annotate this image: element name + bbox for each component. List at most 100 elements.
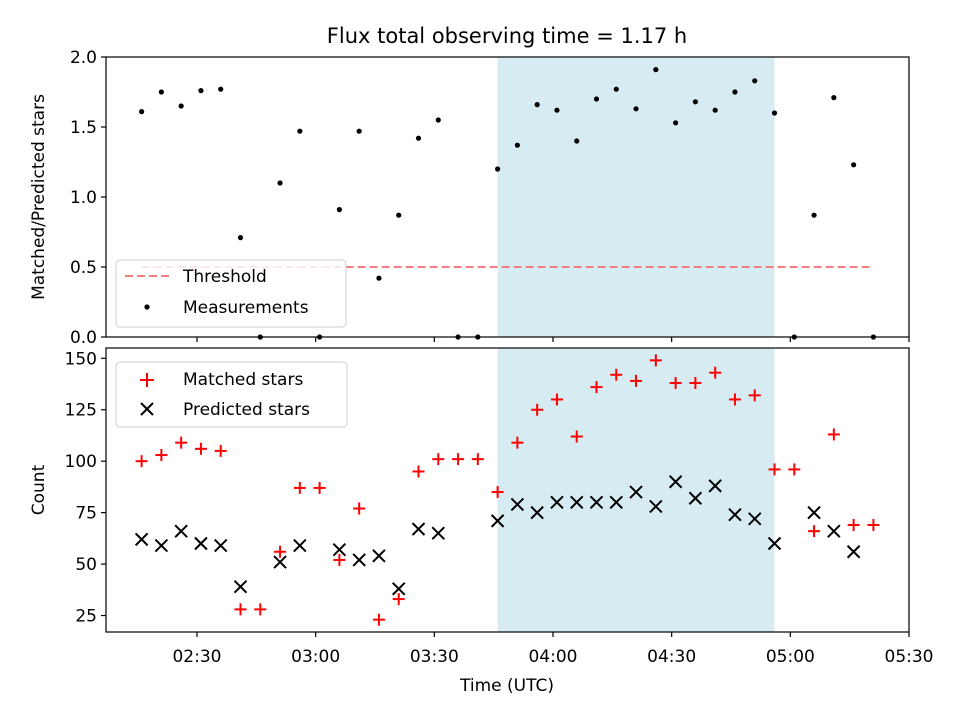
matched-point <box>274 545 287 558</box>
matched-point <box>768 463 781 476</box>
count-y-ticks: 25 50 75 100 125 150 <box>65 349 106 627</box>
y-tick-label: 1.5 <box>70 118 97 138</box>
shaded-interval-bottom <box>497 348 775 632</box>
measurement-point <box>534 102 540 108</box>
predicted-point <box>748 512 762 526</box>
matched-point <box>234 603 247 616</box>
legend-matched-swatch <box>140 373 154 387</box>
matched-point <box>550 393 563 406</box>
matched-point <box>748 389 761 402</box>
predicted-point <box>154 538 169 553</box>
matched-point <box>194 442 207 455</box>
measurement-point <box>237 235 244 241</box>
predicted-point <box>214 538 228 553</box>
legend-matched-label: Matched stars <box>183 370 303 390</box>
measurement-point <box>811 212 817 218</box>
count-panel: 25 50 75 100 125 150 02:30 03:00 03:30 04:00 04:3… <box>29 347 934 696</box>
predicted-point <box>609 495 623 510</box>
legend-measurements-swatch <box>144 304 150 310</box>
predicted-point <box>570 495 584 510</box>
y-tick-label: 1.0 <box>70 188 97 208</box>
predicted-point <box>827 524 841 538</box>
y-tick-label: 0.5 <box>70 258 97 278</box>
predicted-point <box>411 522 426 536</box>
matched-point <box>155 449 168 462</box>
matched-point <box>293 481 306 494</box>
matched-point <box>372 613 385 626</box>
x-tick-label: 02:30 <box>172 647 221 667</box>
measurement-point <box>673 120 679 126</box>
matched-point <box>827 428 840 441</box>
predicted-point <box>194 536 208 551</box>
y-tick-label: 125 <box>65 401 97 421</box>
matched-point <box>333 553 346 566</box>
matched-point <box>353 502 366 515</box>
matched-point <box>135 455 148 468</box>
measurement-point <box>831 95 837 101</box>
predicted-point <box>530 505 544 520</box>
matched-point <box>728 393 741 406</box>
measurement-point <box>376 275 382 281</box>
measurement-point <box>139 109 145 115</box>
predicted-point <box>846 545 861 559</box>
x-tick-label: 04:30 <box>647 647 696 667</box>
ratio-y-axis-label: Matched/Predicted stars <box>29 94 49 300</box>
matched-point <box>452 453 465 466</box>
x-axis-label: Time (UTC) <box>459 676 554 696</box>
predicted-point <box>134 532 149 547</box>
matched-point <box>788 463 801 476</box>
matched-point <box>649 354 662 367</box>
matched-point <box>491 486 504 499</box>
matched-point <box>432 453 445 466</box>
measurement-point <box>554 107 560 113</box>
ratio-legend: Threshold Measurements <box>115 259 347 328</box>
predicted-point <box>352 553 366 567</box>
matched-point <box>590 381 603 394</box>
predicted-point <box>728 507 742 522</box>
matched-point <box>392 593 405 606</box>
measurement-point <box>435 117 441 123</box>
predicted-point <box>708 479 722 493</box>
ratio-x-ticks <box>196 337 910 342</box>
predicted-point <box>174 524 188 538</box>
matched-point <box>867 518 880 531</box>
matched-point <box>570 430 583 443</box>
predicted-point <box>767 536 782 551</box>
matched-point <box>808 525 821 538</box>
measurement-point <box>692 99 698 105</box>
predicted-point <box>688 491 703 505</box>
measurement-point <box>178 103 184 109</box>
predicted-point <box>807 505 821 520</box>
measurement-point <box>336 207 342 213</box>
predicted-point <box>293 538 307 553</box>
x-tick-label: 03:30 <box>410 647 459 667</box>
matched-point <box>709 366 722 379</box>
predicted-point <box>273 555 287 569</box>
predicted-point <box>392 582 406 596</box>
measurement-point <box>851 162 857 168</box>
measurement-point <box>495 166 501 172</box>
matched-point <box>511 436 524 449</box>
measurement-point <box>198 88 204 94</box>
count-marks <box>134 354 880 626</box>
matched-point <box>847 518 860 531</box>
predicted-point <box>490 514 505 528</box>
x-tick-label: 04:00 <box>528 647 577 667</box>
legend-threshold-label: Threshold <box>182 267 267 287</box>
legend-predicted-label: Predicted stars <box>183 400 310 420</box>
shaded-interval-top <box>497 57 775 337</box>
matched-point <box>669 376 682 389</box>
count-x-ticks: 02:30 03:00 03:30 04:00 04:30 05:00 05:30 <box>172 632 934 667</box>
count-y-axis-label: Count <box>29 464 49 515</box>
predicted-point <box>649 499 663 514</box>
measurement-point <box>356 128 362 134</box>
ratio-legend-box <box>115 259 347 328</box>
measurement-point <box>218 86 224 92</box>
matched-point <box>175 436 188 449</box>
matched-point <box>254 603 267 616</box>
matched-point <box>471 453 484 466</box>
measurement-point <box>158 89 164 95</box>
y-tick-label: 75 <box>75 504 97 524</box>
x-tick-label: 05:00 <box>766 647 815 667</box>
